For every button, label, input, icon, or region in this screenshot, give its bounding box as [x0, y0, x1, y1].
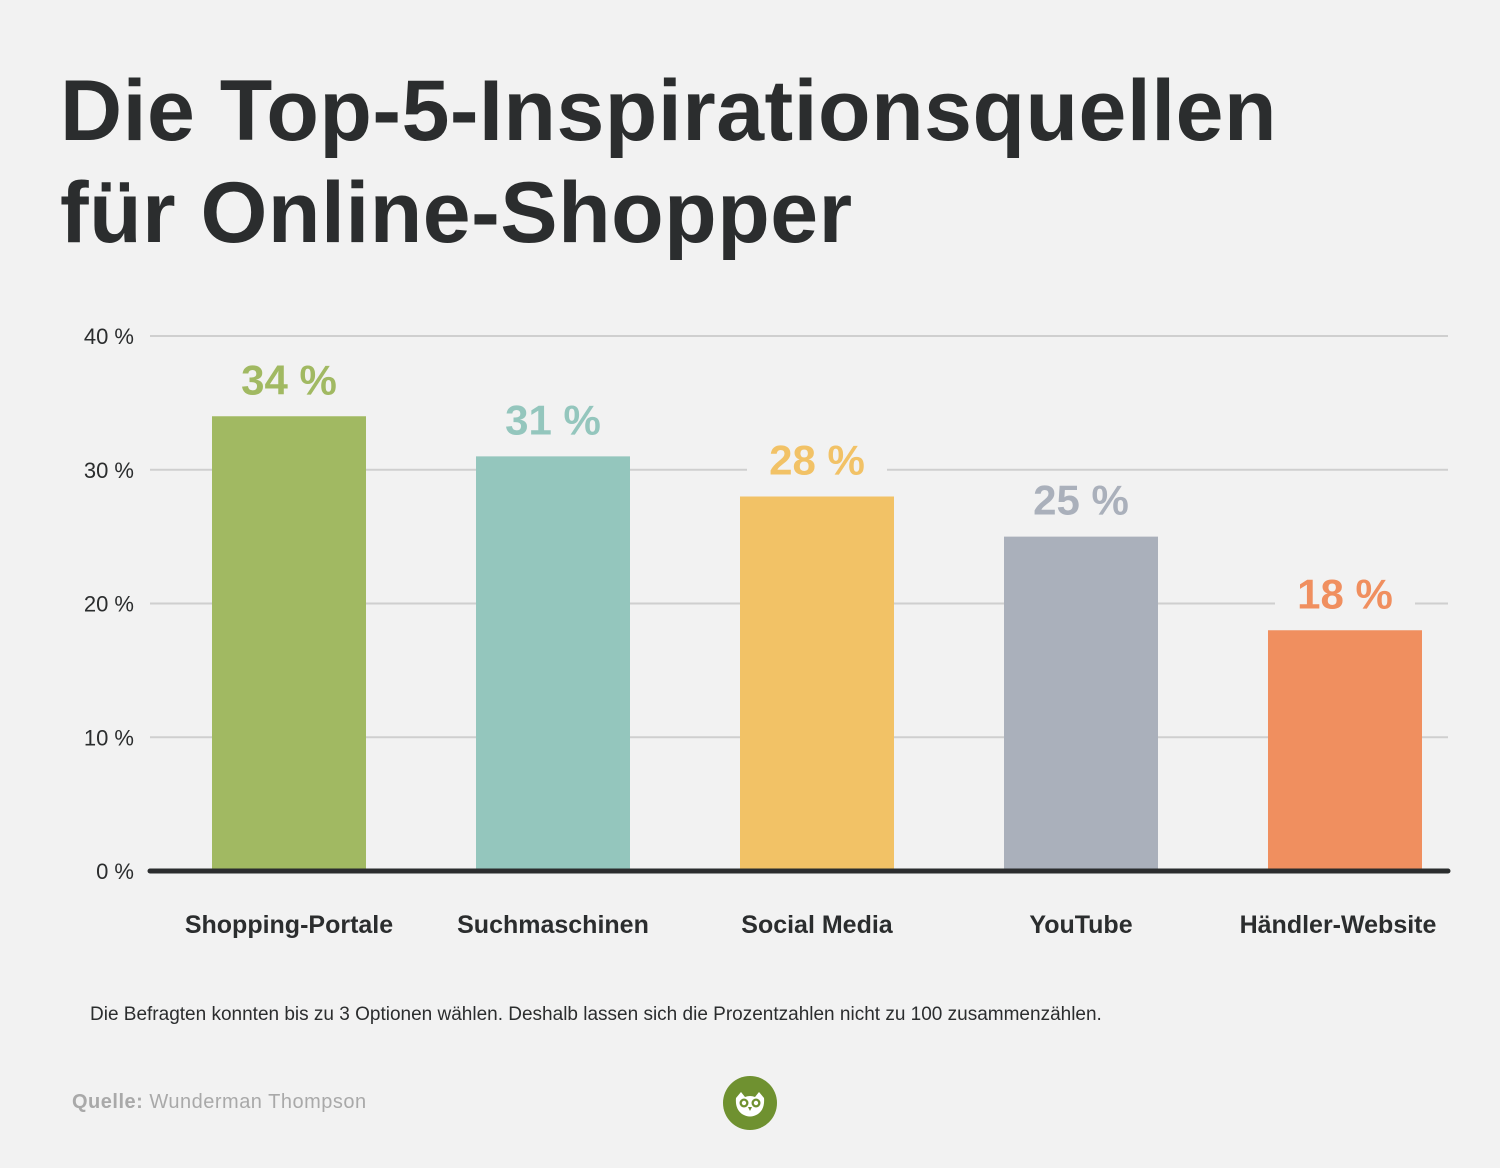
y-tick-label: 40 %	[84, 324, 134, 349]
value-label: 28 %	[769, 437, 865, 484]
chart-title: Die Top-5-Inspirationsquellen für Online…	[60, 60, 1460, 264]
value-label-background	[483, 394, 623, 447]
value-label-background	[219, 354, 359, 407]
y-tick-label: 30 %	[84, 458, 134, 483]
category-label: Suchmaschinen	[457, 911, 649, 939]
bar	[740, 496, 894, 871]
owl-icon	[723, 1076, 777, 1130]
value-label: 34 %	[241, 356, 337, 403]
chart-title-line-2: für Online-Shopper	[60, 165, 853, 261]
source-value: Wunderman Thompson	[149, 1091, 367, 1113]
bar	[476, 456, 630, 871]
y-tick-label: 20 %	[84, 592, 134, 617]
value-label-background	[1275, 568, 1415, 621]
y-tick-label: 10 %	[84, 725, 134, 750]
source-label: Quelle:	[72, 1091, 144, 1113]
category-label: Händler-Website	[1240, 911, 1437, 939]
category-label: Social Media	[741, 911, 894, 939]
category-label: Shopping-Portale	[185, 911, 393, 939]
value-label-background	[747, 434, 887, 487]
category-label: YouTube	[1029, 911, 1132, 939]
value-label: 25 %	[1033, 477, 1129, 524]
value-label: 31 %	[505, 396, 601, 443]
bar-chart: 0 % 10 % 20 % 30 % 40 % 34 % Shopping-Portale 3…	[84, 324, 1451, 939]
bar	[1268, 630, 1422, 871]
bar	[1004, 536, 1158, 871]
value-label: 18 %	[1297, 570, 1393, 617]
source: Quelle: Wunderman Thompson	[72, 1091, 367, 1114]
y-tick-label: 0 %	[96, 859, 134, 884]
bar	[212, 416, 366, 871]
footnote: Die Befragten konnten bis zu 3 Optionen …	[90, 1004, 1102, 1025]
value-label-background	[1011, 474, 1151, 527]
chart-title-line-1: Die Top-5-Inspirationsquellen	[60, 63, 1277, 159]
